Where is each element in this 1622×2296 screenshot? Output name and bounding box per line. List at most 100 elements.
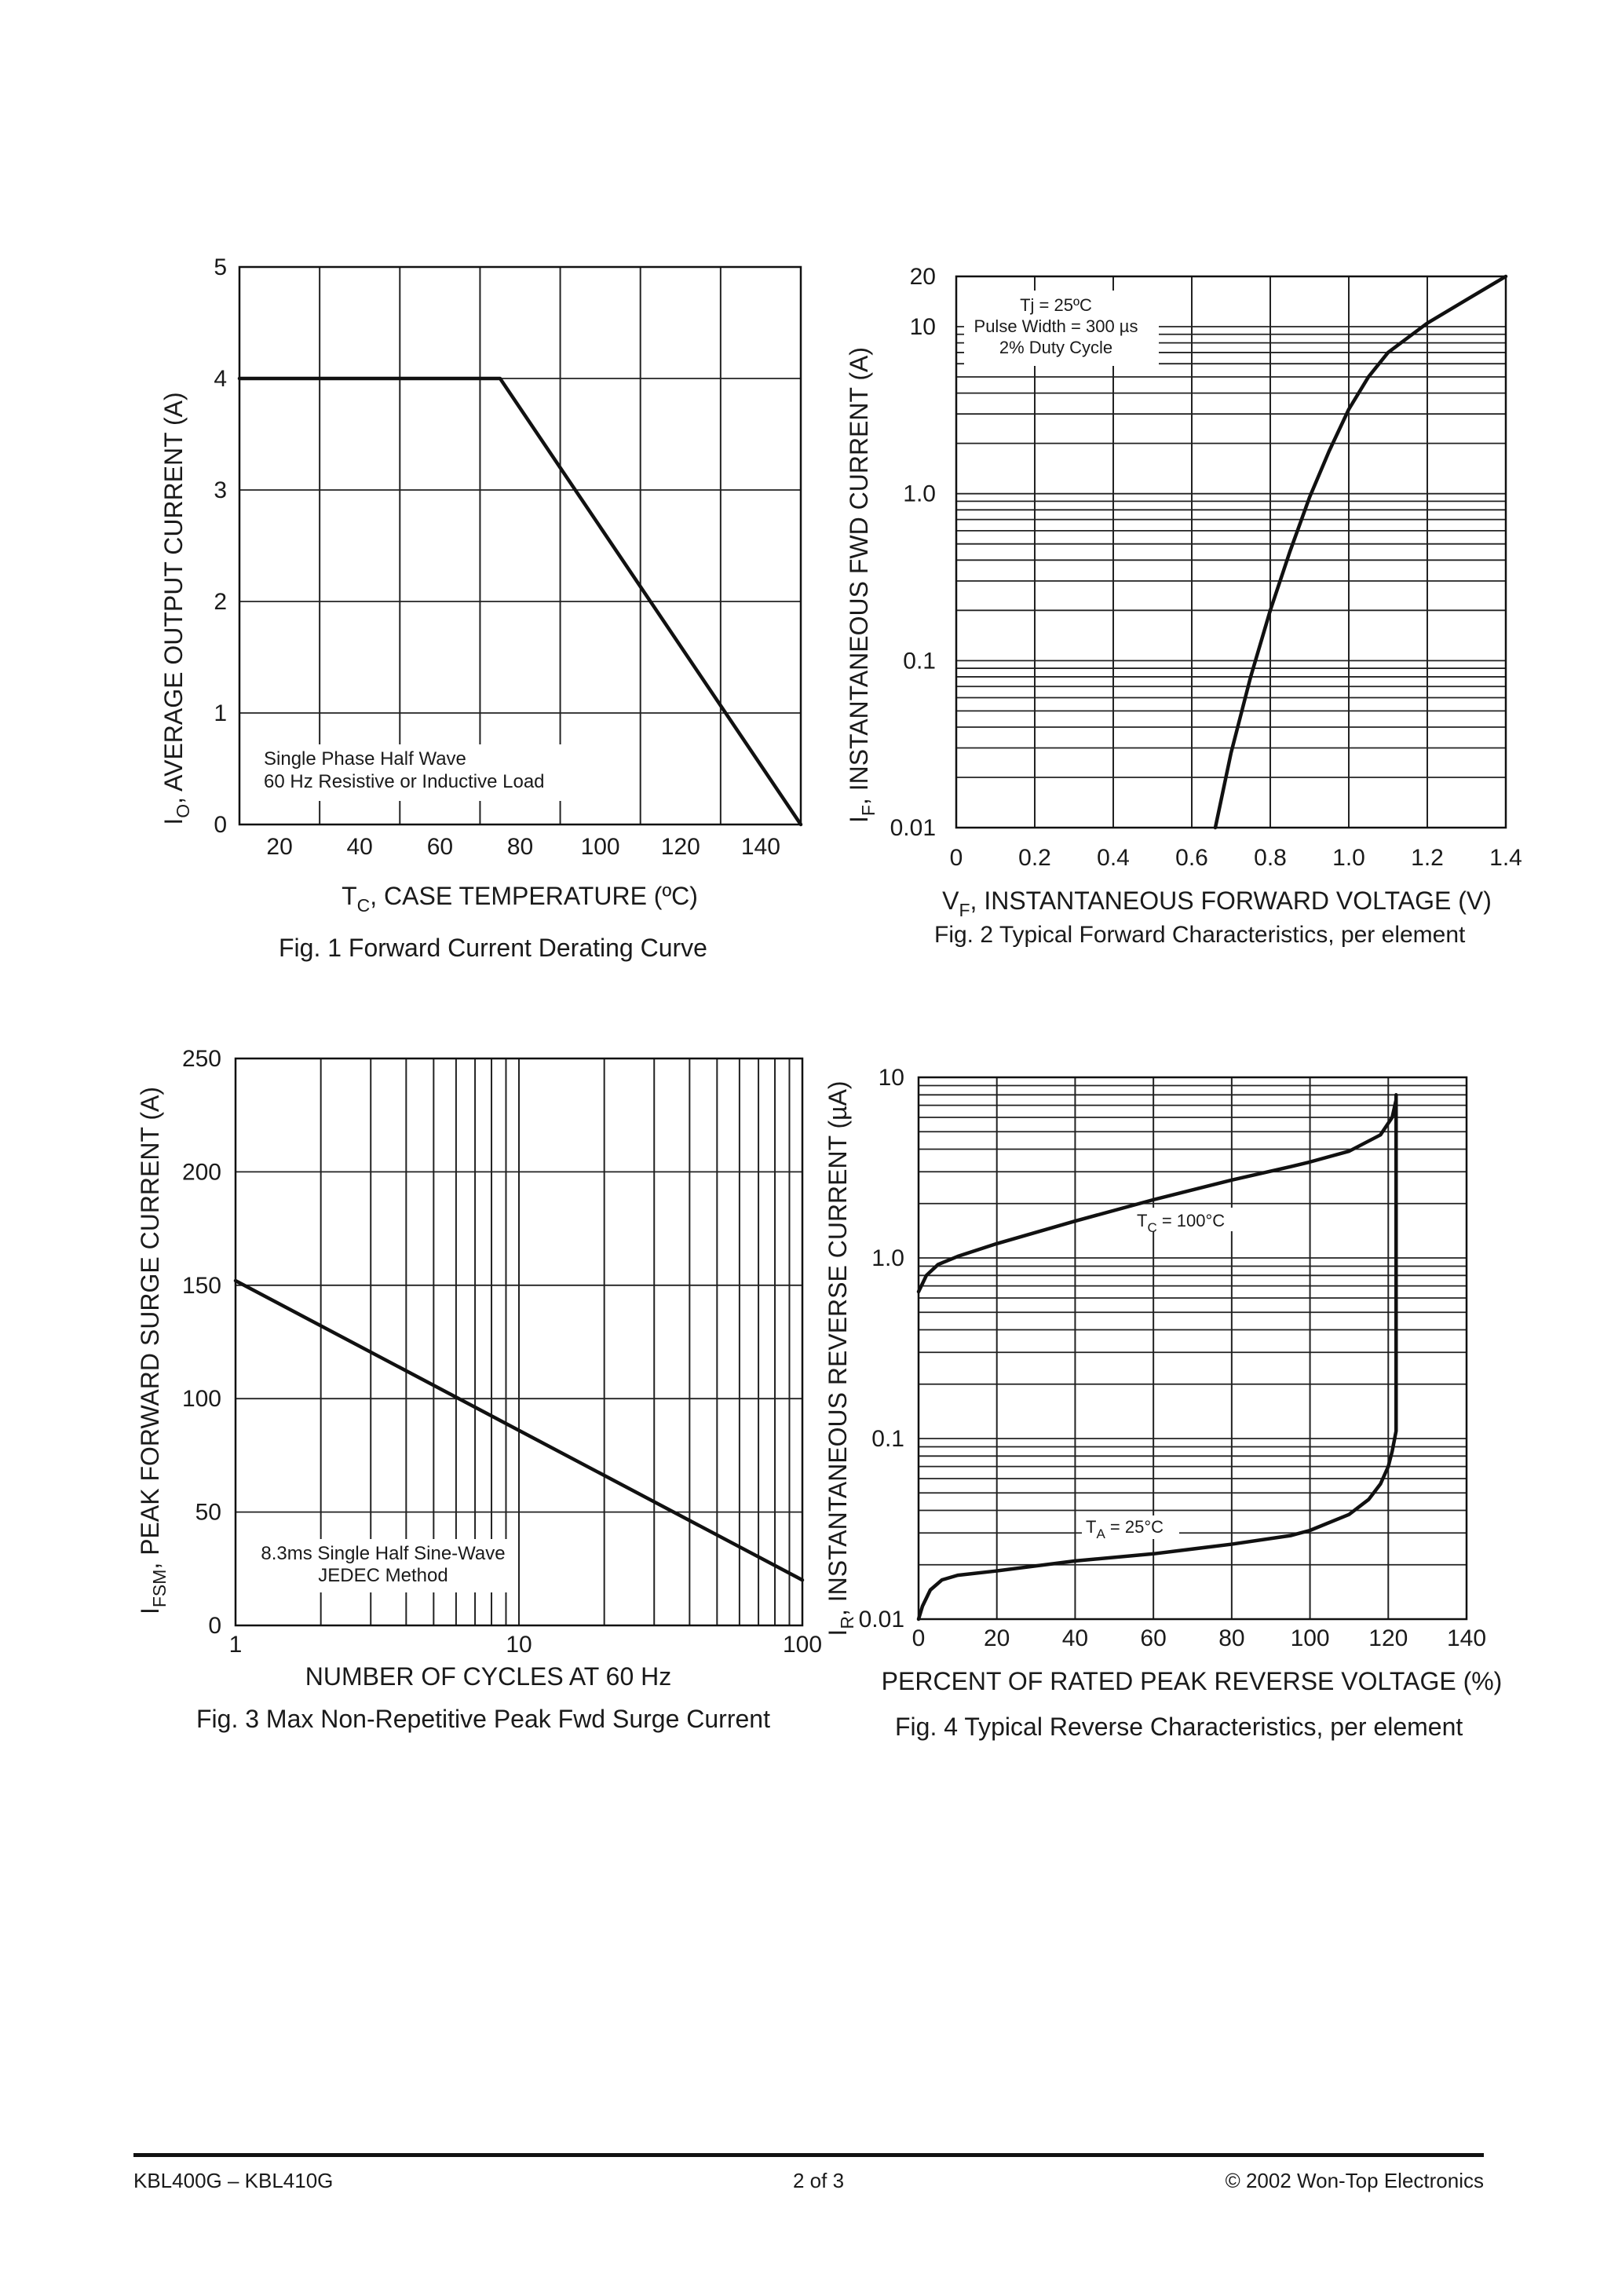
fig4-x-tick-label: 0 (912, 1625, 926, 1651)
fig1-x-tick-label: 100 (581, 834, 620, 860)
fig1-annotation-line1: Single Phase Half Wave (264, 748, 466, 770)
fig2-tick-labels: 0 0.2 0.4 0.6 0.8 1.0 1.2 1.4 0.01 0.1 1.0 10 20 (890, 264, 1522, 871)
fig4-caption: Fig. 4 Typical Reverse Characteristics, … (895, 1713, 1463, 1741)
fig4-series2-label: TA = 25°C (1086, 1517, 1164, 1541)
fig2-x-tick-label: 1.4 (1489, 845, 1522, 871)
fig4-y-tick-label: 0.1 (871, 1426, 904, 1452)
fig4-series-2-line (916, 1093, 1398, 1621)
fig4-y-tick-label: 0.01 (859, 1607, 904, 1632)
fig2-y-axis-label: IF, INSTANTANEOUS FWD CURRENT (A) (845, 347, 879, 823)
fig1-y-tick-label: 5 (214, 254, 227, 280)
fig4-x-axis-label: PERCENT OF RATED PEAK REVERSE VOLTAGE (%… (882, 1667, 1503, 1695)
fig4-plot-frame (917, 1076, 1468, 1621)
fig3-annotation-box (248, 1539, 518, 1592)
fig3-y-axis-label: IFSM, PEAK FORWARD SURGE CURRENT (A) (136, 1087, 170, 1614)
fig4-y-tick-label: 1.0 (871, 1245, 904, 1271)
fig3-tick-labels: 1 10 100 0 50 100 150 200 250 (182, 1046, 822, 1658)
fig1-x-tick-label: 20 (266, 834, 292, 860)
fig1-data-lines (237, 376, 803, 827)
footer-copyright: © 2002 Won-Top Electronics (1225, 2169, 1484, 2192)
fig2-y-tick-label: 0.1 (903, 648, 936, 674)
fig2-x-tick-label: 0 (950, 845, 963, 871)
fig4-y-axis-label: IR, INSTANTANEOUS REVERSE CURRENT (µA) (824, 1080, 857, 1636)
fig1-y-axis-label: IO, AVERAGE OUTPUT CURRENT (A) (159, 392, 193, 824)
fig1-x-tick-label: 140 (741, 834, 780, 860)
fig1-plot-frame (238, 265, 802, 826)
fig2-data-lines (1213, 274, 1508, 830)
fig2-chart: 0 0.2 0.4 0.6 0.8 1.0 1.2 1.4 0.01 0.1 1.0 10 20 Tj … (845, 264, 1522, 948)
fig4-chart: 0 20 40 60 80 100 120 140 0.01 0.1 1.0 10 TC = 100°… (824, 1065, 1502, 1741)
footer-part-number: KBL400G – KBL410G (133, 2169, 334, 2192)
fig3-y-tick-label: 0 (208, 1613, 221, 1639)
fig3-x-tick-label: 10 (506, 1632, 532, 1658)
fig4-x-tick-label: 120 (1368, 1625, 1408, 1651)
fig1-y-tick-label: 1 (214, 700, 227, 726)
fig1-x-tick-label: 40 (347, 834, 373, 860)
fig4-x-tick-label: 80 (1218, 1625, 1244, 1651)
fig2-caption: Fig. 2 Typical Forward Characteristics, … (934, 922, 1466, 948)
fig2-x-axis-label: VF, INSTANTANEOUS FORWARD VOLTAGE (V) (942, 887, 1492, 920)
fig2-x-tick-label: 0.8 (1254, 845, 1287, 871)
fig3-x-tick-label: 1 (229, 1632, 243, 1658)
footer-page-number: 2 of 3 (793, 2169, 845, 2192)
fig4-series-1-line (916, 1098, 1398, 1294)
fig1-series-1-line (237, 376, 803, 827)
fig2-y-tick-label: 0.01 (890, 815, 936, 841)
fig4-x-tick-label: 100 (1291, 1625, 1330, 1651)
fig2-y-tick-label: 10 (910, 314, 936, 340)
fig4-tick-labels: 0 20 40 60 80 100 120 140 0.01 0.1 1.0 10 (859, 1065, 1486, 1651)
fig1-annotation-box (256, 744, 570, 801)
fig3-x-tick-label: 100 (783, 1632, 822, 1658)
fig1-y-tick-label: 4 (214, 366, 227, 392)
fig3-x-axis-label: NUMBER OF CYCLES AT 60 Hz (305, 1662, 671, 1691)
fig1-annotation-line2: 60 Hz Resistive or Inductive Load (264, 771, 545, 792)
fig1-y-tick-label: 2 (214, 589, 227, 615)
fig1-chart: 20 40 60 80 100 120 140 0 1 2 3 4 5 Single Phase Hal… (159, 254, 803, 962)
fig4-series2-label-box (1082, 1515, 1179, 1539)
fig3-chart: 1 10 100 0 50 100 150 200 250 8.3ms Single Half … (136, 1046, 822, 1733)
fig1-x-axis-label: TC, CASE TEMPERATURE (ºC) (342, 882, 698, 916)
fig2-annotation-line2: Pulse Width = 300 µs (974, 316, 1138, 336)
fig4-y-tick-label: 10 (879, 1065, 904, 1091)
fig1-x-tick-label: 80 (507, 834, 533, 860)
fig2-x-tick-label: 0.2 (1018, 845, 1051, 871)
fig2-x-tick-label: 1.0 (1332, 845, 1365, 871)
fig2-x-tick-label: 0.6 (1175, 845, 1208, 871)
fig4-grid (918, 1077, 1467, 1620)
fig4-series1-label: TC = 100°C (1137, 1211, 1225, 1235)
fig2-series-1-line (1213, 274, 1508, 830)
fig3-y-tick-label: 50 (195, 1500, 221, 1526)
fig3-caption: Fig. 3 Max Non-Repetitive Peak Fwd Surge… (196, 1705, 770, 1733)
fig4-x-tick-label: 20 (984, 1625, 1010, 1651)
fig4-data-lines (916, 1093, 1398, 1621)
fig3-series-1-line (233, 1278, 805, 1582)
fig3-y-tick-label: 150 (182, 1273, 221, 1299)
fig1-y-tick-label: 0 (214, 812, 227, 838)
fig2-annotation-line1: Tj = 25ºC (1020, 295, 1092, 315)
fig4-series1-label-box (1134, 1208, 1240, 1231)
fig3-plot-frame (234, 1057, 804, 1627)
fig2-y-tick-label: 1.0 (903, 481, 936, 507)
fig3-annotation-line1: 8.3ms Single Half Sine-Wave (261, 1543, 505, 1564)
fig1-x-tick-label: 120 (661, 834, 700, 860)
fig4-x-tick-label: 40 (1062, 1625, 1088, 1651)
fig1-caption: Fig. 1 Forward Current Derating Curve (279, 934, 707, 962)
fig3-annotation-line2: JEDEC Method (318, 1565, 448, 1586)
fig3-y-tick-label: 200 (182, 1159, 221, 1185)
fig1-grid (239, 266, 802, 825)
fig2-x-tick-label: 0.4 (1097, 845, 1130, 871)
fig1-x-tick-label: 60 (427, 834, 453, 860)
fig3-y-tick-label: 100 (182, 1386, 221, 1412)
fig2-x-tick-label: 1.2 (1411, 845, 1444, 871)
fig3-y-tick-label: 250 (182, 1046, 221, 1072)
fig2-annotation-line3: 2% Duty Cycle (999, 338, 1112, 357)
footer-divider (133, 2153, 1484, 2157)
fig2-annotation-box (964, 291, 1159, 366)
fig4-x-tick-label: 60 (1140, 1625, 1166, 1651)
fig1-tick-labels: 20 40 60 80 100 120 140 0 1 2 3 4 5 (214, 254, 780, 860)
fig2-y-tick-label: 20 (910, 264, 936, 290)
fig4-x-tick-label: 140 (1447, 1625, 1486, 1651)
fig1-y-tick-label: 3 (214, 477, 227, 503)
fig3-data-lines (233, 1278, 805, 1582)
